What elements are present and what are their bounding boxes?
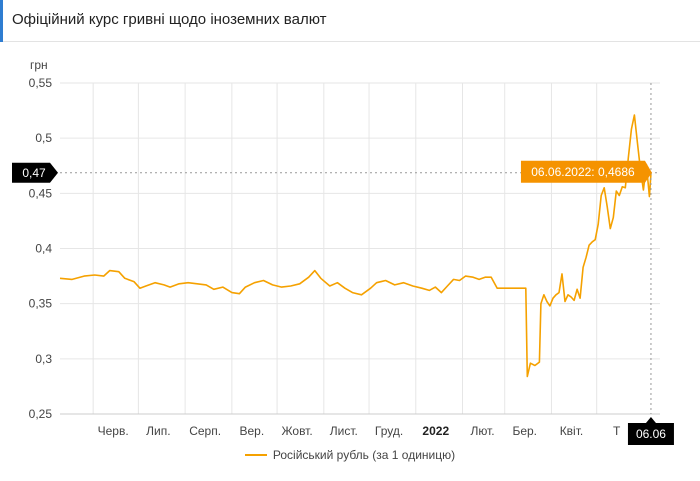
header-accent-bar: [0, 0, 3, 42]
x-tick-label: Лип.: [146, 424, 170, 438]
series-line: [59, 114, 652, 378]
x-tick-label: Бер.: [512, 424, 537, 438]
series-layer: [59, 114, 652, 378]
hover-layer: 0,47 06.06 06.06.2022: 0,4686: [12, 83, 674, 445]
legend-label: Російський рубль (за 1 одиницю): [272, 448, 456, 462]
y-value-badge-label: 0,47: [22, 166, 46, 180]
x-value-badge-label: 06.06: [636, 427, 666, 441]
y-tick-label: 0,25: [29, 407, 53, 421]
x-value-badge: [627, 417, 674, 445]
x-tick-label: Квіт.: [560, 424, 584, 438]
x-tick-label: Груд.: [375, 424, 403, 438]
y-tick-label: 0,5: [35, 131, 52, 145]
x-tick-label: Серп.: [189, 424, 221, 438]
x-tick-label: Жовт.: [281, 424, 312, 438]
x-axis: Черв. Лип. Серп. Вер. Жовт. Лист. Груд. 2022 Лют…: [98, 424, 621, 438]
y-axis: 0,25 0,3 0,35 0,4 0,45 0,5 0,55 грн: [29, 58, 53, 421]
page-title: Офіційний курс гривні щодо іноземних вал…: [12, 11, 327, 28]
tooltip-label: 06.06.2022: 0,4686: [531, 165, 635, 179]
chart-area[interactable]: 0,25 0,3 0,35 0,4 0,45 0,5 0,55 грн Черв. Лип. Се…: [0, 42, 700, 476]
y-value-badge: [12, 162, 58, 183]
chart-grid: [60, 82, 660, 415]
page-header: Офіційний курс гривні щодо іноземних вал…: [0, 0, 700, 42]
y-tick-label: 0,55: [29, 76, 53, 90]
y-tick-label: 0,45: [29, 186, 53, 200]
exchange-rate-chart[interactable]: 0,25 0,3 0,35 0,4 0,45 0,5 0,55 грн Черв. Лип. Се…: [0, 42, 700, 476]
legend-swatch: [244, 453, 267, 456]
x-tick-label: Лист.: [330, 424, 358, 438]
y-tick-label: 0,4: [35, 242, 52, 256]
tooltip-box: [520, 160, 652, 183]
x-tick-label: Черв.: [98, 424, 129, 438]
y-tick-label: 0,3: [35, 352, 52, 366]
x-tick-label: Лют.: [470, 424, 494, 438]
x-tick-label: 2022: [422, 424, 449, 438]
x-tick-label: Т: [613, 424, 621, 438]
y-tick-label: 0,35: [29, 297, 53, 311]
y-axis-label: грн: [30, 58, 48, 72]
x-tick-label: Вер.: [240, 424, 265, 438]
chart-legend[interactable]: Російський рубль (за 1 одиницю): [0, 448, 700, 468]
